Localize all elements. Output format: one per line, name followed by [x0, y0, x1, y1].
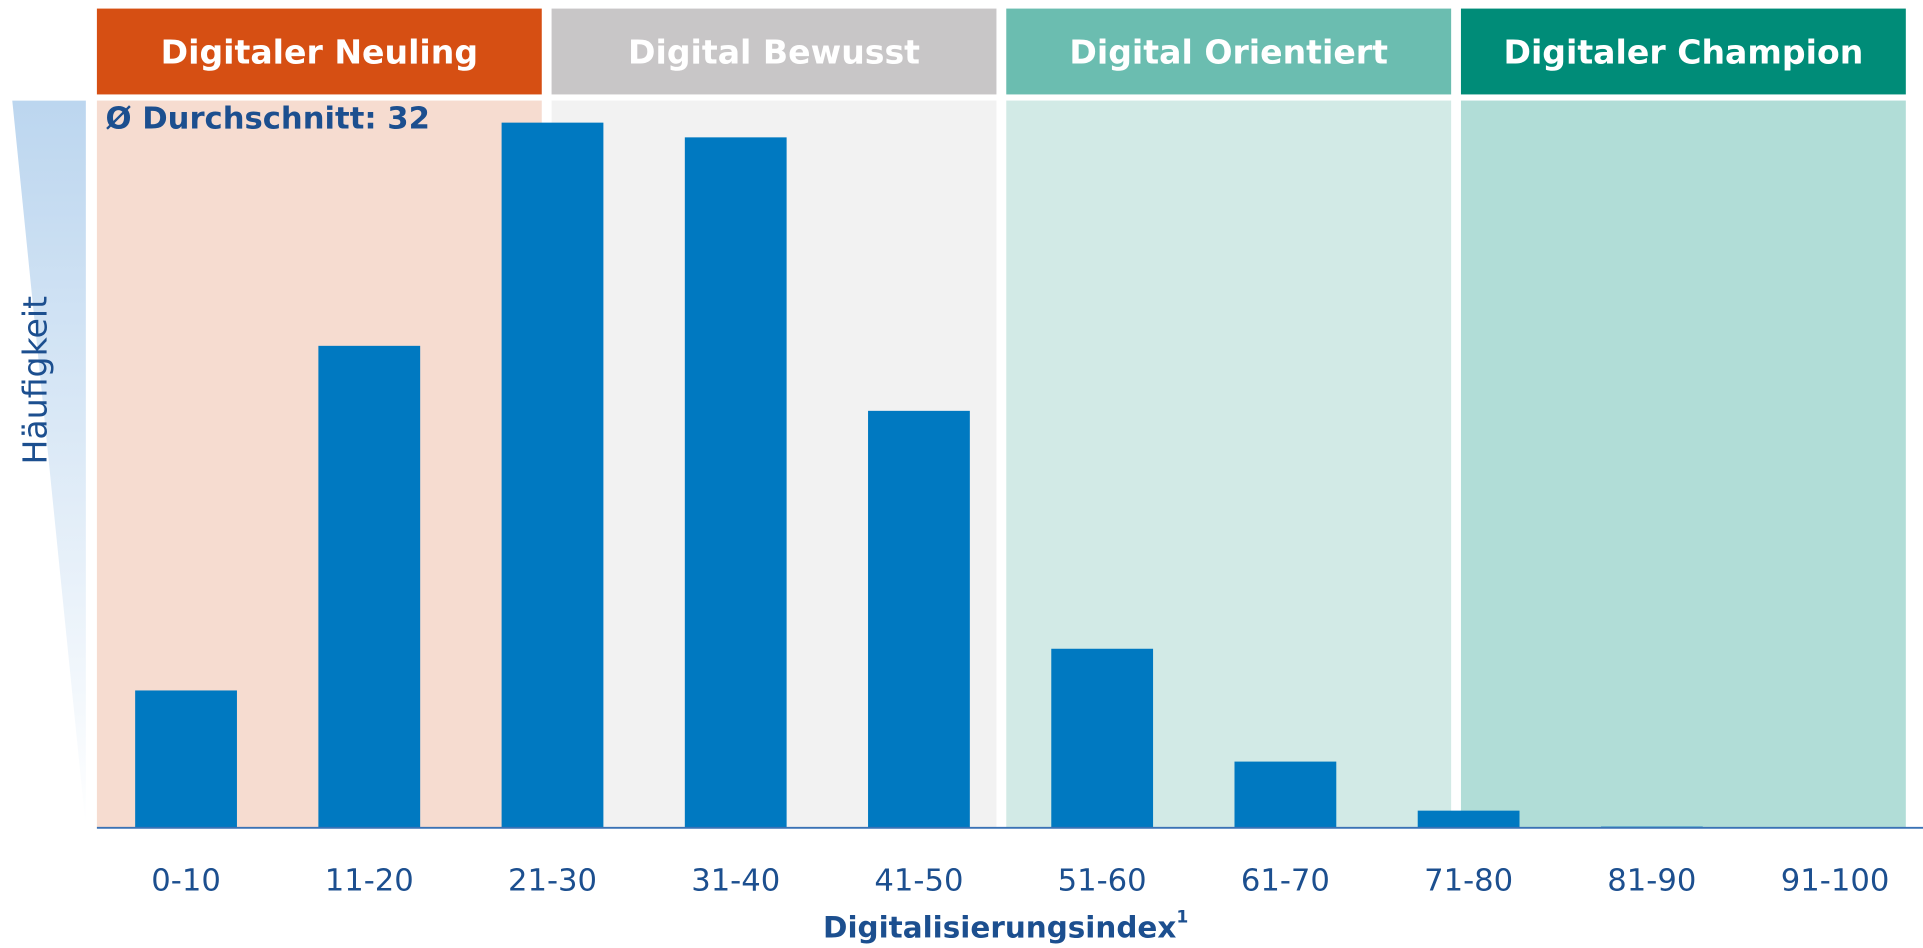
x-tick-label: 71-80 — [1424, 863, 1513, 898]
x-tick-label: 81-90 — [1607, 863, 1696, 898]
segment-header — [1006, 8, 1452, 95]
bar — [1234, 761, 1337, 828]
x-tick-label: 41-50 — [874, 863, 963, 898]
bar — [868, 410, 970, 828]
x-tick-label: 51-60 — [1058, 863, 1147, 898]
x-axis-label-text: Digitalisierungsindex — [823, 910, 1176, 944]
segment-label: Digitaler Neuling — [161, 32, 478, 71]
x-tick-label: 61-70 — [1241, 863, 1330, 898]
segment-label: Digitaler Champion — [1503, 32, 1863, 71]
bar — [318, 345, 421, 828]
x-tick-label: 31-40 — [691, 863, 780, 898]
segment-header — [96, 8, 542, 95]
x-tick-label: 0-10 — [151, 863, 221, 898]
bar — [1051, 648, 1154, 828]
bar — [135, 690, 237, 828]
bar — [1417, 810, 1520, 828]
segment-label: Digital Orientiert — [1069, 32, 1388, 71]
segment-label: Digital Bewusst — [628, 32, 920, 71]
segment-header — [1460, 8, 1906, 95]
x-tick-label: 21-30 — [508, 863, 597, 898]
x-tick-label: 11-20 — [325, 863, 414, 898]
bar — [684, 137, 787, 828]
segment-header — [551, 8, 997, 95]
annotation: Ø Durchschnitt: 32 — [105, 102, 429, 137]
y-axis-label: Häufigkeit — [15, 296, 54, 465]
footnote-mark: 1 — [1176, 907, 1188, 927]
x-axis-label: Digitalisierungsindex1 — [823, 907, 1188, 944]
bar — [501, 122, 604, 828]
x-tick-label: 91-100 — [1781, 863, 1890, 898]
segment-background — [1460, 100, 1906, 828]
axis-gradient — [12, 100, 86, 828]
